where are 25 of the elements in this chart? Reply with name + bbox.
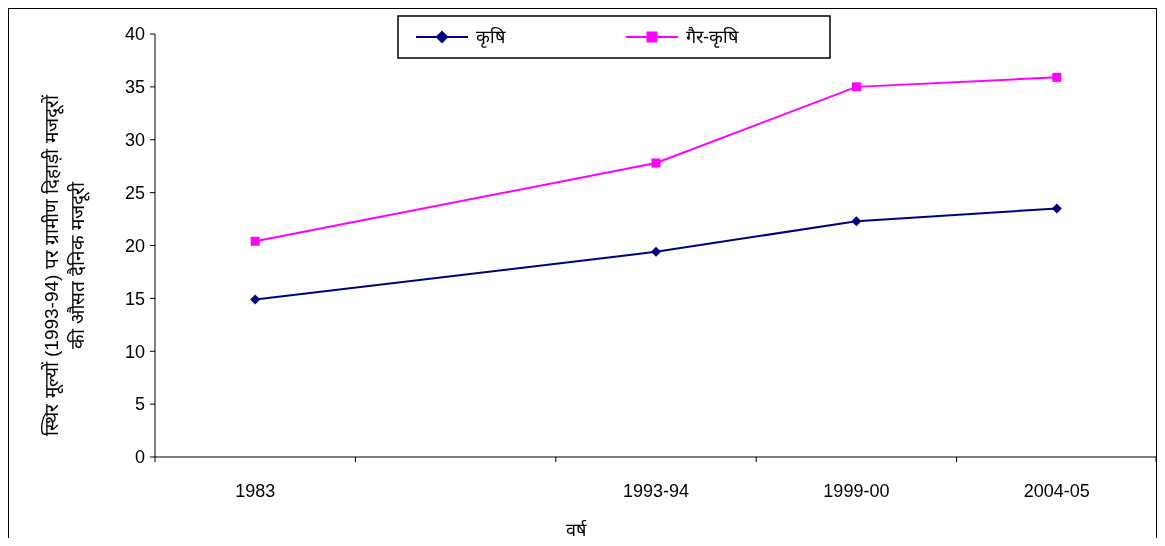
- point: [851, 216, 862, 227]
- y-tick-label: 20: [124, 235, 145, 256]
- y-tick-label: 25: [124, 182, 145, 203]
- legend-label: गैर-कृषि: [686, 26, 739, 48]
- y-tick-label: 30: [124, 130, 145, 151]
- x-tick-label: 1999-00: [823, 481, 890, 501]
- point: [651, 158, 661, 168]
- legend-label: कृषि: [476, 26, 506, 48]
- point: [1052, 72, 1062, 82]
- x-tick-label: 2004-05: [1023, 481, 1090, 501]
- y-axis-title: स्थिर मूल्यों (1993-94) पर ग्रामीण दिहाड़ी मजदूरों की औसत दैनिक मजदूरी: [40, 94, 90, 436]
- point: [651, 246, 661, 257]
- x-tick-label: 1993-94: [622, 481, 690, 501]
- point: [851, 82, 861, 92]
- y-tick-label: 40: [124, 24, 145, 45]
- y-tick-label: 15: [124, 288, 145, 309]
- y-tick-label: 0: [134, 447, 145, 468]
- point: [250, 236, 260, 246]
- x-tick-label: 1983: [235, 481, 276, 501]
- y-tick-label: 5: [134, 394, 145, 415]
- point: [250, 294, 261, 305]
- point: [1051, 203, 1062, 214]
- x-axis-title: वर्ष: [566, 519, 587, 540]
- y-tick-label: 10: [124, 341, 145, 362]
- y-tick-label: 35: [124, 77, 145, 98]
